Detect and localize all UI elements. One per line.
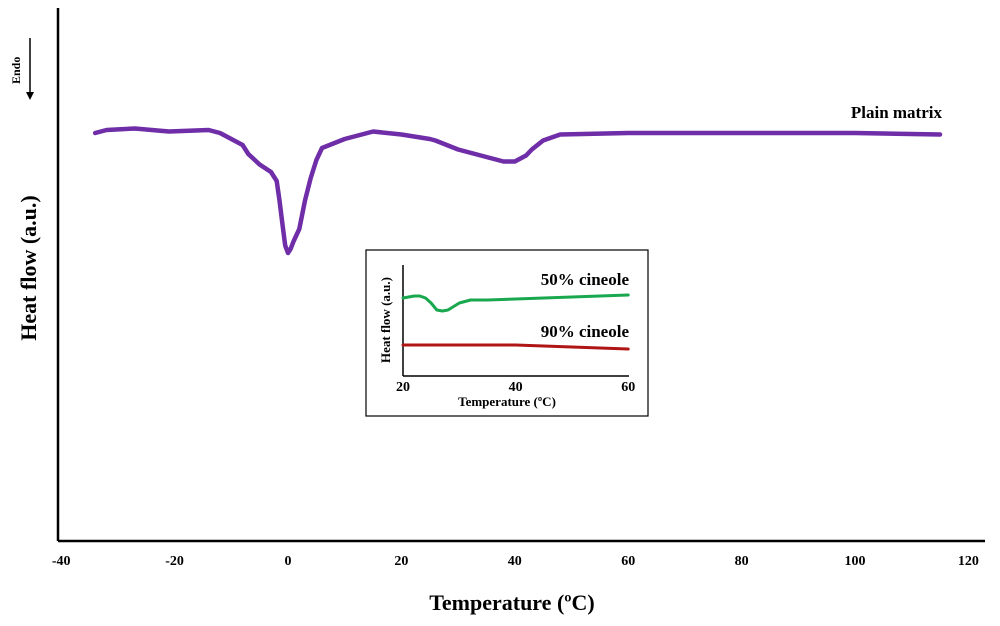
inset-x-tick-label: 40: [509, 380, 523, 395]
x-tick-label: 100: [845, 554, 866, 569]
inset-x-tick-label: 20: [396, 380, 410, 395]
y-axis-title: Heat flow (a.u.): [16, 195, 41, 340]
inset-x-axis-title: Temperature (ºC): [458, 394, 556, 409]
series-label-90-cineole: 90% cineole: [541, 322, 630, 341]
endo-label: Endo: [9, 57, 23, 84]
x-tick-labels: -40 -20 0 20 40 60 80 100 120: [52, 554, 979, 569]
x-tick-label: 80: [735, 554, 749, 569]
series-label-plain-matrix: Plain matrix: [851, 103, 943, 122]
series-label-50-cineole: 50% cineole: [541, 270, 630, 289]
x-tick-label: 40: [508, 554, 522, 569]
endo-arrow-icon: [26, 38, 34, 100]
inset-y-axis-title: Heat flow (a.u.): [378, 277, 393, 363]
series-line-50-cineole: [401, 293, 630, 313]
inset-chart: Heat flow (a.u.) Temperature (ºC) 20 40 60…: [365, 249, 649, 417]
x-axis-title: Temperature (ºC): [429, 590, 595, 615]
x-tick-label: -40: [52, 554, 71, 569]
x-tick-label: 120: [958, 554, 979, 569]
inset-x-tick-label: 60: [621, 380, 635, 395]
series-line-90-cineole: [401, 343, 630, 351]
inset-x-tick-labels: 20 40 60: [396, 380, 635, 395]
x-tick-label: -20: [165, 554, 184, 569]
x-tick-label: 20: [394, 554, 408, 569]
series-line-plain-matrix: [92, 126, 943, 256]
inset-frame: [365, 249, 649, 417]
x-tick-label: 0: [285, 554, 292, 569]
x-tick-label: 60: [621, 554, 635, 569]
